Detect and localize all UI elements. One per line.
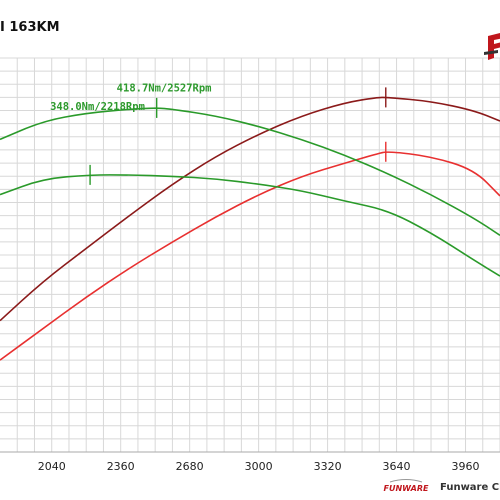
x-tick-label: 3640 <box>383 460 411 473</box>
series-layer <box>0 96 500 361</box>
series-line-power_stock <box>0 151 500 361</box>
chart-grid <box>0 57 500 453</box>
markers-layer <box>89 87 387 185</box>
x-tick-label: 2040 <box>38 460 66 473</box>
series-line-torque_stock <box>0 174 500 277</box>
watermark-logo: FUNWARE <box>383 479 429 493</box>
series-line-power_tuned <box>0 96 500 322</box>
chart-title: I 163KM <box>0 20 60 35</box>
x-tick-label: 3320 <box>314 460 342 473</box>
x-tick-label: 3000 <box>245 460 273 473</box>
series-line-torque_tuned <box>0 107 500 236</box>
annotation-stock-torque: 348.0Nm/2218Rpm <box>50 101 145 113</box>
x-tick-label: 2360 <box>107 460 135 473</box>
watermark-text: FUNWARE <box>383 484 429 493</box>
brand-logo-icon <box>484 33 500 60</box>
footer-brand-text: Funware Chi <box>440 482 500 493</box>
x-tick-label: 2680 <box>176 460 204 473</box>
x-tick-labels: 2040 2360 2680 3000 3320 3640 3960 <box>38 460 480 473</box>
annotation-tuned-torque: 418.7Nm/2527Rpm <box>117 82 212 94</box>
x-tick-label: 3960 <box>452 460 480 473</box>
